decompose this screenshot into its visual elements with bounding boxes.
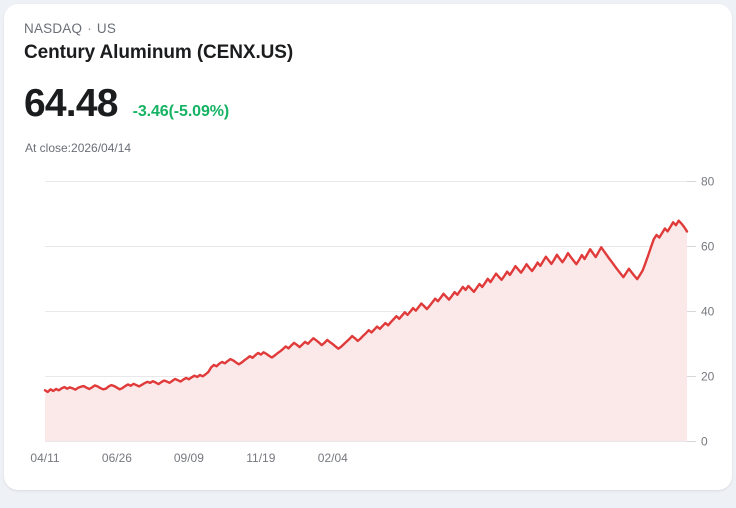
x-axis-label: 06/26 (102, 451, 132, 465)
x-axis-label: 04/11 (30, 451, 59, 465)
x-axis-label: 11/19 (246, 451, 275, 465)
y-axis-label: 60 (701, 240, 715, 254)
chart-area-fill (45, 220, 687, 441)
page-title: Century Aluminum (CENX.US) (24, 42, 294, 63)
y-axis-label: 80 (701, 175, 715, 189)
price-chart-svg[interactable]: 0 20 40 60 80 04/11 06/26 09/09 11/19 02/04 (4, 164, 732, 484)
chart-price-line (43, 219, 689, 394)
y-axis-label: 20 (701, 370, 715, 384)
stock-quote-card: NASDAQ · US Century Aluminum (CENX.US) 64.… (4, 4, 732, 490)
y-axis-label: 0 (701, 435, 708, 449)
x-axis-label: 09/09 (174, 451, 204, 465)
quote-row: 64.48 -3.46(-5.09%) (24, 82, 229, 126)
market-status-note: At close:2026/04/14 (25, 141, 132, 155)
price-chart[interactable]: 0 20 40 60 80 04/11 06/26 09/09 11/19 02/04 (4, 164, 732, 484)
region-label: US (96, 21, 117, 36)
quote-header: NASDAQ · US Century Aluminum (CENX.US) (24, 20, 712, 66)
y-axis-label: 40 (701, 305, 715, 319)
current-price: 64.48 (24, 82, 118, 125)
x-axis-label: 02/04 (318, 451, 348, 465)
exchange-label: NASDAQ (24, 21, 83, 36)
separator-dot: · (87, 21, 92, 36)
price-change: -3.46(-5.09%) (132, 103, 230, 120)
exchange-region-line: NASDAQ · US (24, 20, 712, 38)
